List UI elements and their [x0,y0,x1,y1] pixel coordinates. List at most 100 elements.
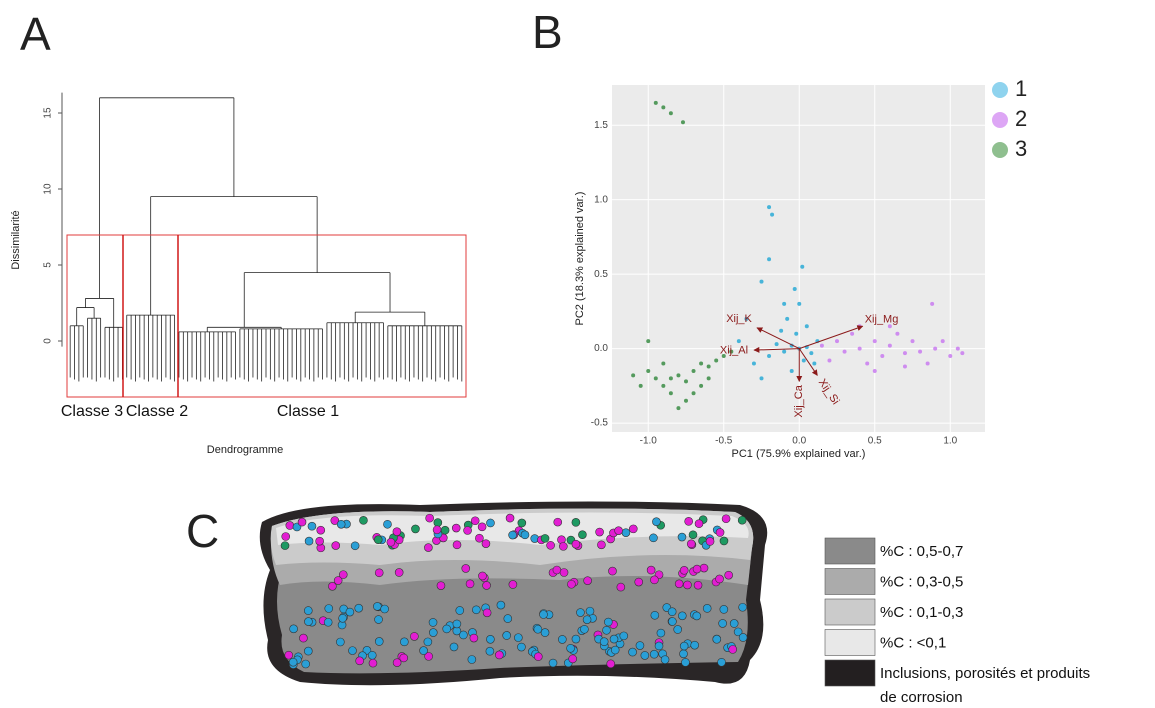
analysis-point [452,619,462,629]
analysis-point [686,539,696,549]
point [842,349,847,354]
analysis-point [650,610,660,620]
analysis-point [436,581,446,590]
analysis-point [470,516,480,526]
point [827,358,832,363]
point [850,331,855,336]
analysis-point [721,514,731,524]
legend-swatch [824,568,876,595]
point [801,358,806,363]
legend-swatch [824,659,876,687]
analysis-point [359,516,368,525]
point [653,376,658,381]
analysis-point [304,536,314,546]
x-axis-label: Dendrogramme [207,444,283,456]
point [865,361,870,366]
analysis-point [316,525,326,535]
legend-swatch [992,112,1008,128]
point [812,361,817,366]
analysis-point [534,652,543,661]
analysis-point [649,533,658,543]
point [706,376,711,381]
analysis-point [719,536,729,546]
class-label: Classe 1 [277,403,339,420]
analysis-point [576,608,585,617]
analysis-point [452,540,462,550]
analysis-point [684,517,693,526]
analysis-point [368,658,378,668]
y-tick-label: 0.5 [594,269,608,280]
analysis-point [652,517,661,526]
point [880,354,885,359]
point [646,368,651,373]
analysis-point [619,631,629,641]
analysis-point [582,615,592,624]
analysis-point [692,564,702,574]
analysis-point [715,528,725,537]
analysis-point [432,525,442,535]
point [668,376,673,381]
analysis-point [449,642,459,652]
analysis-point [336,637,345,647]
analysis-point [478,571,487,581]
analysis-point [668,617,677,626]
analysis-point [348,646,357,655]
point [794,331,799,336]
y-tick-label: 0.0 [594,343,608,354]
point [902,364,907,369]
y-tick-label: 10 [43,183,54,195]
point [729,349,734,354]
analysis-point [424,543,433,552]
legend-swatch [824,629,876,656]
analysis-point [469,633,479,643]
analysis-point [442,624,452,634]
analysis-point [568,654,577,664]
point [699,383,704,388]
analysis-point [609,634,619,644]
analysis-point [467,655,477,664]
point [744,316,749,321]
analysis-point [679,649,688,659]
panel-letter: B [532,6,563,58]
analysis-point [650,575,659,585]
point [933,346,938,351]
legend-label: 3 [1015,136,1027,161]
analysis-point [559,542,568,551]
point [767,354,772,359]
y-tick-label: 1.5 [594,120,608,131]
point [792,287,797,292]
analysis-point [508,580,518,589]
analysis-point [728,645,738,654]
analysis-point [336,520,346,529]
point [646,339,651,344]
analysis-point [383,519,392,529]
point [800,264,805,269]
analysis-point [649,649,659,659]
x-axis-label: PC1 (75.9% explained var.) [732,448,866,460]
analysis-point [514,633,523,642]
point [721,354,726,359]
arrow-label: Xij_Mg [865,314,899,326]
analysis-point [571,634,581,644]
analysis-point [599,637,609,647]
analysis-point [461,564,471,573]
analysis-point [481,539,491,548]
analysis-point [440,525,450,535]
point [948,354,953,359]
analysis-point [289,624,298,634]
point [676,406,681,411]
analysis-point [373,602,382,611]
analysis-point [307,521,317,531]
loading-arrow [756,327,800,350]
y-axis-label: PC2 (18.3% explained var.) [574,192,586,326]
legend-label: 2 [1015,106,1027,131]
arrow-label: Xij_Al [720,345,748,357]
analysis-point [496,600,506,610]
point [785,316,790,321]
analysis-point [419,646,428,655]
analysis-point [463,526,472,535]
analysis-point [673,625,683,634]
analysis-point [738,633,748,642]
analysis-point [705,537,715,546]
cut-box [66,234,467,398]
